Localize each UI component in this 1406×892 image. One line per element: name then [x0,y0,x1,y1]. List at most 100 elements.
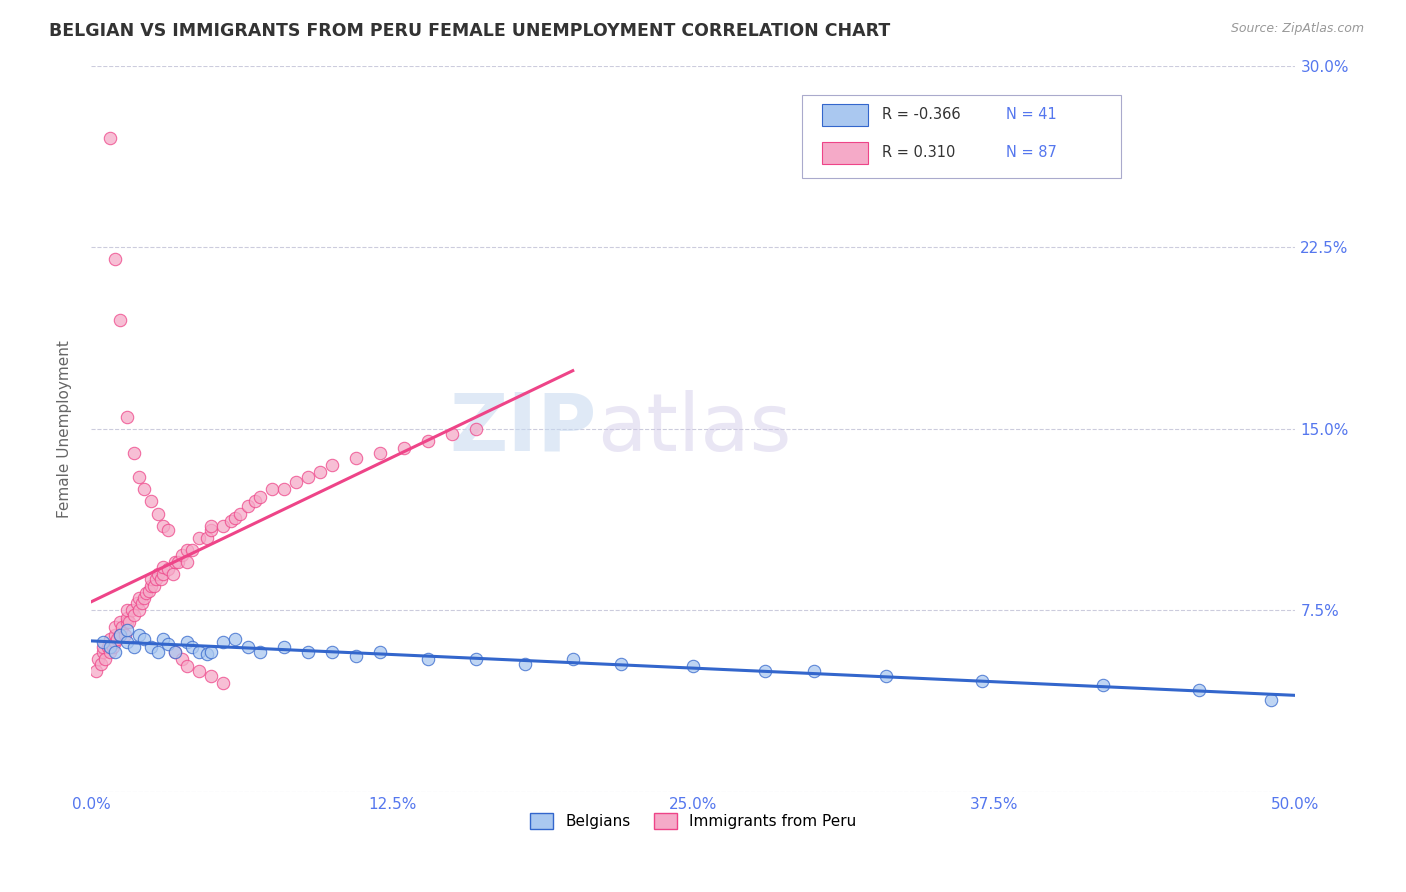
Point [108,615,131,630]
Point [124,446,146,460]
Point [152,567,174,582]
Point [181,640,204,654]
Point [101,640,124,654]
Point [308,466,330,480]
Point [98,632,121,647]
Point [138,584,160,599]
Point [141,579,163,593]
Point [188,644,211,658]
Point [321,644,343,658]
Point [249,644,271,658]
Point [152,518,174,533]
Point [465,652,488,666]
Point [418,434,440,448]
Point [145,572,167,586]
Point [200,669,222,683]
Point [344,450,367,465]
Text: ZIP: ZIP [450,390,596,467]
Point [561,652,583,666]
Point [162,567,184,582]
Point [165,644,187,658]
Point [224,511,246,525]
Point [115,615,138,630]
Point [128,627,150,641]
Point [229,507,252,521]
Legend: Belgians, Immigrants from Peru: Belgians, Immigrants from Peru [524,807,862,835]
Point [87,652,110,666]
Point [368,644,391,658]
Point [368,446,391,460]
Point [157,637,180,651]
Point [121,603,143,617]
FancyBboxPatch shape [801,95,1121,178]
Text: Source: ZipAtlas.com: Source: ZipAtlas.com [1230,22,1364,36]
Point [98,640,121,654]
Point [108,627,131,641]
Text: R = 0.310: R = 0.310 [883,145,956,160]
Point [200,524,222,538]
Point [972,673,994,688]
Point [188,531,211,545]
Point [236,500,259,514]
Point [260,483,283,497]
Text: R = -0.366: R = -0.366 [883,107,960,122]
Point [1188,683,1211,698]
Text: atlas: atlas [596,390,792,467]
Point [212,635,235,649]
Point [124,608,146,623]
Point [1260,693,1282,707]
Point [297,644,319,658]
Point [682,659,704,673]
Point [131,596,153,610]
Point [243,494,266,508]
Point [610,657,633,671]
Point [200,518,222,533]
Point [513,657,536,671]
Point [148,567,170,582]
Point [152,559,174,574]
Point [273,483,295,497]
Point [803,664,825,678]
Point [875,669,897,683]
Point [157,524,180,538]
Point [165,644,187,658]
Point [128,591,150,606]
Point [128,603,150,617]
Point [236,640,259,654]
Point [754,664,776,678]
Point [141,640,163,654]
Point [132,632,155,647]
Point [188,664,211,678]
Point [91,640,114,654]
Point [195,647,218,661]
Point [172,548,194,562]
Point [84,664,107,678]
Point [172,652,194,666]
Point [91,644,114,658]
Point [135,586,157,600]
Point [392,441,415,455]
Point [157,562,180,576]
Point [132,483,155,497]
Point [165,555,187,569]
Point [321,458,343,472]
Point [104,635,127,649]
Point [148,507,170,521]
Point [176,542,198,557]
Point [104,644,127,658]
Point [212,518,235,533]
Point [97,640,120,654]
Text: N = 41: N = 41 [1007,107,1057,122]
Point [114,627,136,641]
Point [108,627,131,641]
Point [98,131,121,145]
Point [152,632,174,647]
Point [115,409,138,424]
Point [132,591,155,606]
Point [104,627,127,641]
Point [107,632,129,647]
Point [142,579,165,593]
Point [418,652,440,666]
Point [224,632,246,647]
Point [124,640,146,654]
